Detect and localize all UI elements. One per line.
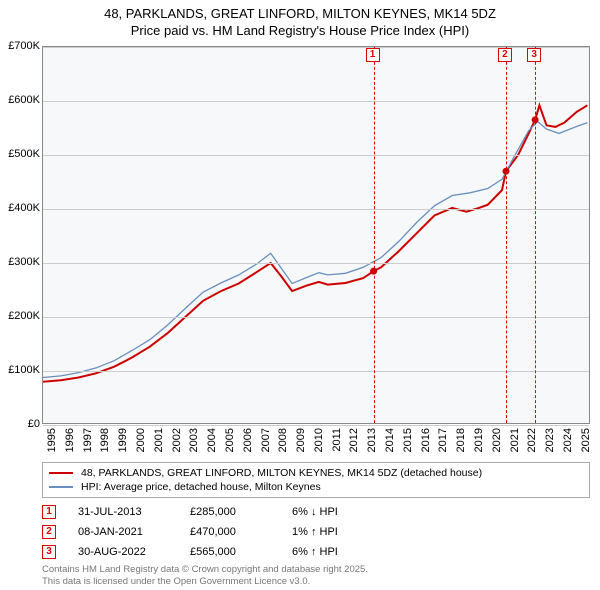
ytick-label: £0 (2, 418, 40, 430)
xtick-label: 2010 (313, 428, 325, 452)
event-row: 1 31-JUL-2013 £285,000 6% ↓ HPI (42, 502, 382, 522)
xtick-label: 2001 (153, 428, 165, 452)
event-vline-3 (535, 47, 536, 423)
event-row-marker: 2 (42, 525, 56, 539)
ytick-label: £400K (2, 202, 40, 214)
xtick-label: 2014 (384, 428, 396, 452)
event-row: 2 08-JAN-2021 £470,000 1% ↑ HPI (42, 522, 382, 542)
event-row: 3 30-AUG-2022 £565,000 6% ↑ HPI (42, 542, 382, 562)
xtick-label: 2019 (473, 428, 485, 452)
xtick-label: 2018 (455, 428, 467, 452)
events-table: 1 31-JUL-2013 £285,000 6% ↓ HPI 2 08-JAN-2021… (42, 502, 382, 562)
legend-swatch-0 (49, 472, 73, 475)
legend-swatch-1 (49, 486, 73, 488)
xtick-label: 2007 (260, 428, 272, 452)
event-delta: 1% ↑ HPI (292, 526, 382, 538)
event-marker-1: 1 (366, 48, 380, 62)
ytick-label: £300K (2, 256, 40, 268)
xtick-label: 2017 (437, 428, 449, 452)
xtick-label: 2022 (526, 428, 538, 452)
xtick-label: 1996 (64, 428, 76, 452)
xtick-label: 2015 (402, 428, 414, 452)
xtick-label: 2004 (206, 428, 218, 452)
event-marker-2: 2 (498, 48, 512, 62)
event-marker-3: 3 (527, 48, 541, 62)
xtick-label: 2008 (277, 428, 289, 452)
xtick-label: 1998 (99, 428, 111, 452)
chart-plot-area (42, 46, 590, 424)
event-vline-1 (374, 47, 375, 423)
event-date: 31-JUL-2013 (78, 506, 168, 518)
xtick-label: 2009 (295, 428, 307, 452)
xtick-label: 2012 (348, 428, 360, 452)
title-line1: 48, PARKLANDS, GREAT LINFORD, MILTON KEY… (0, 6, 600, 23)
xtick-label: 2024 (562, 428, 574, 452)
xtick-label: 1995 (46, 428, 58, 452)
xtick-label: 1997 (82, 428, 94, 452)
legend: 48, PARKLANDS, GREAT LINFORD, MILTON KEY… (42, 462, 590, 498)
xtick-label: 1999 (117, 428, 129, 452)
ytick-label: £700K (2, 40, 40, 52)
event-delta: 6% ↑ HPI (292, 546, 382, 558)
xtick-label: 2021 (509, 428, 521, 452)
ytick-label: £200K (2, 310, 40, 322)
event-price: £285,000 (190, 506, 270, 518)
event-vline-2 (506, 47, 507, 423)
title-line2: Price paid vs. HM Land Registry's House … (0, 23, 600, 40)
xtick-label: 2011 (331, 428, 343, 452)
xtick-label: 2003 (188, 428, 200, 452)
event-date: 08-JAN-2021 (78, 526, 168, 538)
xtick-label: 2000 (135, 428, 147, 452)
xtick-label: 2005 (224, 428, 236, 452)
event-price: £565,000 (190, 546, 270, 558)
xtick-label: 2025 (580, 428, 592, 452)
footer-l1: Contains HM Land Registry data © Crown c… (42, 564, 368, 576)
event-date: 30-AUG-2022 (78, 546, 168, 558)
xtick-label: 2020 (491, 428, 503, 452)
legend-label-0: 48, PARKLANDS, GREAT LINFORD, MILTON KEY… (81, 467, 482, 479)
xtick-label: 2006 (242, 428, 254, 452)
footer: Contains HM Land Registry data © Crown c… (42, 564, 368, 588)
xtick-label: 2013 (366, 428, 378, 452)
event-row-marker: 1 (42, 505, 56, 519)
xtick-label: 2023 (544, 428, 556, 452)
event-row-marker: 3 (42, 545, 56, 559)
footer-l2: This data is licensed under the Open Gov… (42, 576, 368, 588)
event-delta: 6% ↓ HPI (292, 506, 382, 518)
legend-label-1: HPI: Average price, detached house, Milt… (81, 481, 321, 493)
xtick-label: 2002 (171, 428, 183, 452)
chart-svg (43, 47, 589, 423)
ytick-label: £600K (2, 94, 40, 106)
event-price: £470,000 (190, 526, 270, 538)
xtick-label: 2016 (420, 428, 432, 452)
ytick-label: £100K (2, 364, 40, 376)
ytick-label: £500K (2, 148, 40, 160)
